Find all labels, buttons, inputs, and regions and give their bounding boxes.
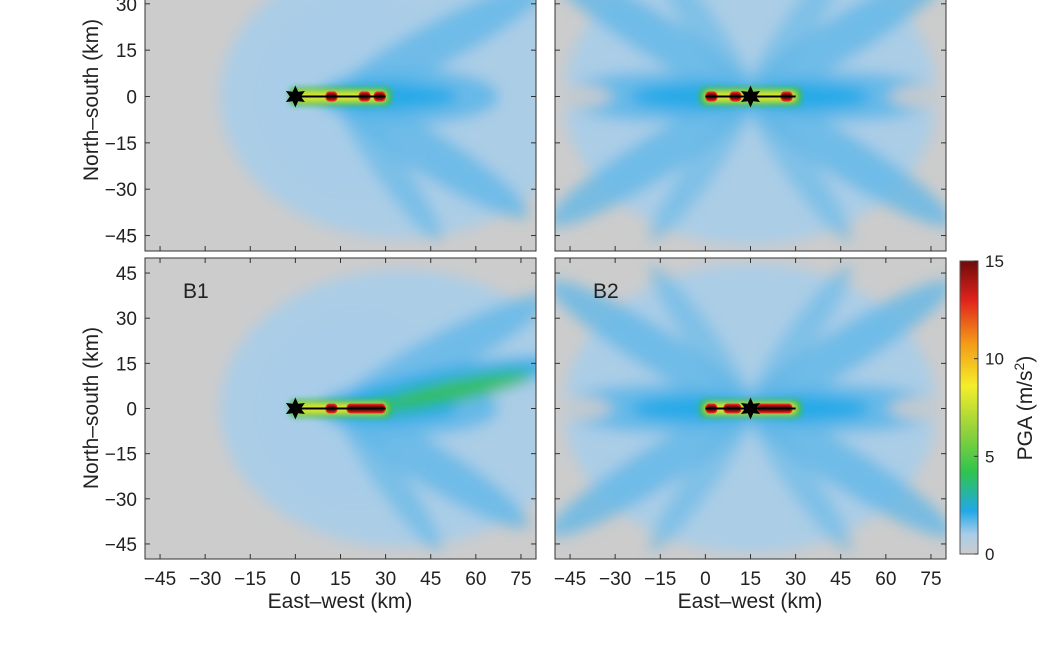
pga-contour (334, 401, 442, 552)
epicenter-star-icon (285, 85, 305, 108)
panel-label: B2 (593, 280, 619, 303)
x-tick-label: 75 (920, 569, 941, 590)
pga-contour (555, 396, 613, 421)
panel-3: −45 −30 −15 0 15 30 45 60 75 −45 −30 −15 0 15 30 45 B1 (105, 257, 537, 590)
axis-labels: North–south (km) North–south (km) East–w… (80, 19, 822, 613)
x-tick-label: −30 (599, 569, 631, 590)
colorbar-tick-label: 5 (985, 447, 994, 466)
pga-contour (740, 89, 946, 227)
x-tick-label: 30 (375, 569, 396, 590)
x-tick-label: 0 (700, 569, 711, 590)
pga-contour (334, 91, 442, 242)
pga-contour (555, 84, 613, 109)
pga-contour (744, 265, 852, 416)
x-tick-label: 15 (330, 569, 351, 590)
colorbar-tick-label: 15 (985, 252, 1004, 271)
y-tick-label: −45 (105, 535, 137, 556)
y-tick-label: −15 (105, 134, 137, 155)
panels: −45 −30 −15 0 15 30 −45 −30 −15 0 15 30 45 60 75 −45 −30… (105, 0, 947, 590)
colorbar-label-suffix: ) (1014, 356, 1037, 363)
pga-contour (744, 91, 852, 242)
x-tick-label: 45 (420, 569, 441, 590)
colorbar-tick-label: 10 (985, 350, 1004, 369)
panel-label: B1 (183, 280, 209, 303)
colorbar-ticks: 0 5 10 15 (974, 252, 1004, 564)
colorbar-tick-label: 0 (985, 545, 994, 564)
y-tick-label: −30 (105, 180, 137, 201)
pga-contour (555, 400, 761, 537)
y-tick-label: 15 (116, 41, 137, 62)
pga-contour (888, 396, 946, 421)
x-tick-label: −45 (144, 569, 176, 590)
pga-contour (740, 0, 946, 104)
x-axis-label-right: East–west (km) (678, 590, 823, 613)
colorbar-label: PGA (m/s2) (1011, 356, 1037, 461)
y-tick-label: −45 (105, 227, 137, 248)
pga-field (555, 0, 946, 251)
x-tick-label: 60 (465, 569, 486, 590)
y-tick-label: 45 (116, 264, 137, 285)
y-tick-label: 30 (116, 0, 137, 16)
pga-contour (744, 0, 852, 102)
pga-contour (649, 265, 757, 416)
pga-field (145, 0, 536, 251)
epicenter-star-icon (740, 85, 761, 108)
x-tick-label: 45 (830, 569, 851, 590)
x-tick-label: 15 (740, 569, 761, 590)
x-axis-label-left: East–west (km) (268, 590, 413, 613)
pga-contour (555, 0, 761, 104)
pga-contour (555, 280, 761, 417)
y-tick-label: 15 (116, 354, 137, 375)
y-tick-label: −30 (105, 490, 137, 511)
epicenter-star-icon (740, 397, 761, 420)
epicenter-star-icon (285, 397, 305, 420)
pga-field (145, 258, 536, 559)
y-axis-label-bottom: North–south (km) (80, 327, 103, 489)
panel-2 (554, 0, 947, 252)
pga-contour (649, 91, 757, 242)
colorbar-label-prefix: PGA (m/s (1014, 370, 1037, 460)
colorbar-label-exponent: 2 (1011, 362, 1027, 370)
x-tick-label: 30 (785, 569, 806, 590)
pga-contour (555, 89, 761, 227)
y-axis-label-top: North–south (km) (80, 19, 103, 181)
panel-1: −45 −30 −15 0 15 30 (105, 0, 537, 252)
x-tick-label: 0 (290, 569, 301, 590)
x-tick-label: 75 (510, 569, 531, 590)
y-tick-label: 30 (116, 309, 137, 330)
colorbar: 0 5 10 15 PGA (m/s2) (959, 252, 1037, 564)
panel-4: −45 −30 −15 0 15 30 45 60 75 B2 (554, 257, 947, 590)
pga-field (555, 258, 946, 559)
pga-contour (888, 84, 946, 109)
pga-contour (740, 280, 946, 417)
y-tick-label: 0 (126, 88, 137, 109)
x-tick-label: 60 (875, 569, 896, 590)
x-tick-label: −45 (554, 569, 586, 590)
pga-contour (744, 401, 852, 552)
x-tick-label: −15 (234, 569, 266, 590)
y-tick-label: 0 (126, 400, 137, 421)
pga-contour (740, 400, 946, 537)
colorbar-gradient (959, 260, 979, 555)
pga-contour (649, 401, 757, 552)
y-tick-label: −15 (105, 445, 137, 466)
x-tick-label: −15 (644, 569, 676, 590)
pga-contour (362, 371, 532, 413)
x-tick-label: −30 (189, 569, 221, 590)
pga-contour (649, 0, 757, 102)
